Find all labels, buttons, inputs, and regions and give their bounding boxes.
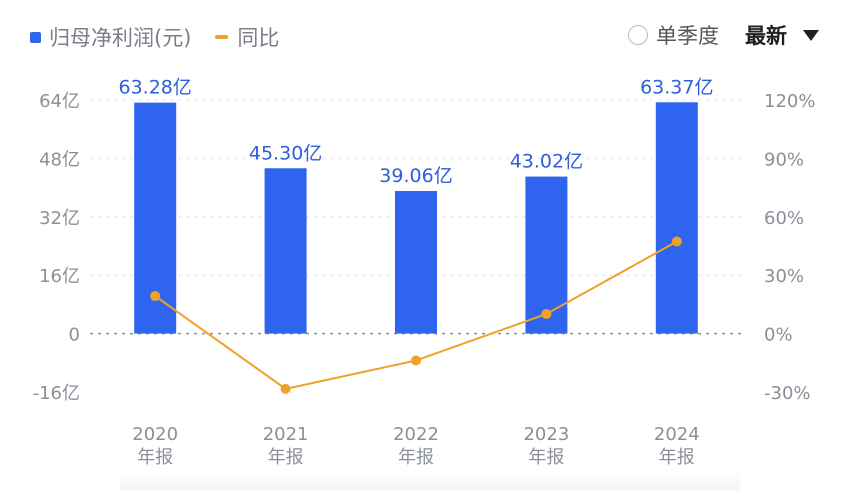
x-tick-label: 2024 <box>654 424 700 445</box>
bar <box>395 191 437 334</box>
left-tick-label: -16亿 <box>33 383 80 404</box>
left-tick-label: 16亿 <box>39 266 80 287</box>
yoy-point <box>541 308 552 319</box>
legend: 归母净利润(元) 同比 <box>30 22 303 52</box>
line-swatch-icon <box>215 35 229 39</box>
bottom-fade <box>120 470 740 490</box>
x-tick-sublabel: 年报 <box>528 447 564 468</box>
left-tick-label: 64亿 <box>39 91 80 112</box>
caret-down-icon <box>803 29 819 41</box>
bar-value-label: 43.02亿 <box>510 151 583 173</box>
x-tick-label: 2023 <box>523 424 569 445</box>
left-tick-label: 0 <box>69 325 80 346</box>
bar <box>264 168 307 334</box>
right-tick-label: 0% <box>764 325 793 346</box>
bar-swatch-icon <box>30 31 41 43</box>
x-tick-label: 2021 <box>263 424 309 445</box>
x-tick-sublabel: 年报 <box>268 447 304 468</box>
x-tick-sublabel: 年报 <box>398 447 434 468</box>
left-tick-label: 32亿 <box>39 208 80 229</box>
legend-item-yoy[interactable]: 同比 <box>215 22 279 52</box>
x-tick-sublabel: 年报 <box>659 447 695 468</box>
x-tick-label: 2020 <box>132 424 178 445</box>
right-tick-label: 60% <box>764 208 804 229</box>
bar-value-label: 45.30亿 <box>249 142 322 164</box>
legend-label-net-profit: 归母净利润(元) <box>49 26 192 50</box>
yoy-point <box>280 383 291 394</box>
right-tick-label: -30% <box>764 383 811 404</box>
x-tick-sublabel: 年报 <box>137 447 173 468</box>
chart-header: 归母净利润(元) 同比 单季度 最新 <box>0 0 847 70</box>
bar-value-label: 39.06亿 <box>379 165 452 187</box>
legend-item-net-profit[interactable]: 归母净利润(元) <box>30 22 191 52</box>
yoy-point <box>150 291 161 302</box>
left-tick-label: 48亿 <box>39 149 80 170</box>
chart-controls: 单季度 最新 <box>628 20 819 50</box>
period-dropdown[interactable]: 最新 <box>745 20 819 50</box>
x-tick-label: 2022 <box>393 424 439 445</box>
bar-value-label: 63.28亿 <box>118 77 191 99</box>
legend-label-yoy: 同比 <box>237 26 280 50</box>
period-dropdown-label: 最新 <box>745 24 787 48</box>
quarterly-label[interactable]: 单季度 <box>656 24 719 48</box>
bar <box>655 102 698 334</box>
bar-value-label: 63.37亿 <box>640 76 713 98</box>
right-tick-label: 120% <box>764 91 815 112</box>
right-tick-label: 90% <box>764 149 804 170</box>
quarterly-radio[interactable] <box>628 25 648 45</box>
bar <box>525 176 568 334</box>
yoy-point <box>411 355 421 366</box>
yoy-point <box>671 236 682 247</box>
right-tick-label: 30% <box>764 266 804 287</box>
